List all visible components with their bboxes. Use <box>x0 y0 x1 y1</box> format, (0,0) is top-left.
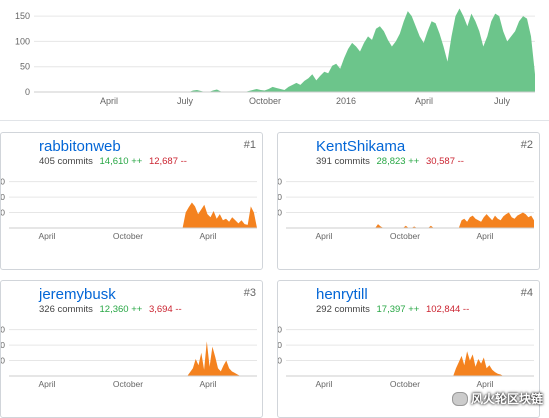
contribution-stats: 391 commits 28,823 ++ 30,587 -- <box>316 156 464 167</box>
x-tick-label: April <box>38 379 55 389</box>
y-tick-label: 40 <box>1 340 5 350</box>
y-tick-label: 60 <box>278 177 282 187</box>
y-tick-label: 60 <box>1 325 5 335</box>
x-tick-label: October <box>390 231 420 241</box>
commit-count[interactable]: 391 commits <box>316 156 370 167</box>
contributor-card: henrytill 292 commits 17,397 ++ 102,844 … <box>277 280 540 418</box>
commit-count[interactable]: 292 commits <box>316 304 370 315</box>
avatar[interactable] <box>6 139 34 167</box>
y-tick-label: 150 <box>15 11 30 21</box>
x-tick-label: July <box>177 96 194 106</box>
username-link[interactable]: KentShikama <box>316 138 406 155</box>
y-tick-label: 40 <box>278 340 282 350</box>
commits-over-time-chart: 0 50 100 150 April July October 2016 April July <box>0 0 549 121</box>
username-link[interactable]: jeremybusk <box>39 286 116 303</box>
commit-count[interactable]: 326 commits <box>39 304 93 315</box>
y-tick-label: 50 <box>20 62 30 72</box>
x-tick-label: April <box>199 231 216 241</box>
commits-chart-svg: 0 50 100 150 April July October 2016 April July <box>15 8 535 106</box>
rank-label: #1 <box>243 139 256 151</box>
contributor-chart-svg: 20 40 60 April October April <box>1 177 257 241</box>
rank-label: #2 <box>520 139 533 151</box>
rank-label: #3 <box>243 287 256 299</box>
contributor-chart-svg: 20 40 60 April October April <box>278 177 534 241</box>
contribution-stats: 326 commits 12,360 ++ 3,694 -- <box>39 304 182 315</box>
x-tick-label: April <box>315 231 332 241</box>
rank-label: #4 <box>520 287 533 299</box>
contributor-chart-svg: 20 40 60 April October April <box>278 325 534 389</box>
y-tick-label: 40 <box>278 192 282 202</box>
x-tick-label: July <box>494 96 511 106</box>
y-tick-label: 40 <box>1 192 5 202</box>
watermark: 风火轮区块链 <box>451 390 543 407</box>
contribution-stats: 405 commits 14,610 ++ 12,687 -- <box>39 156 187 167</box>
y-tick-label: 60 <box>278 325 282 335</box>
x-tick-label: April <box>100 96 118 106</box>
x-tick-label: October <box>113 231 143 241</box>
additions-count: 28,823 ++ <box>376 156 420 167</box>
contributor-card: KentShikama 391 commits 28,823 ++ 30,587… <box>277 132 540 270</box>
y-tick-label: 100 <box>15 36 30 46</box>
card-header: jeremybusk 326 commits 12,360 ++ 3,694 -… <box>1 281 262 319</box>
area-series <box>286 351 534 376</box>
x-tick-label: October <box>249 96 281 106</box>
x-tick-label: 2016 <box>336 96 356 106</box>
x-tick-label: April <box>38 231 55 241</box>
y-tick-label: 60 <box>1 177 5 187</box>
card-header: henrytill 292 commits 17,397 ++ 102,844 … <box>278 281 539 319</box>
area-series <box>9 341 257 376</box>
contributor-card: rabbitonweb 405 commits 14,610 ++ 12,687… <box>0 132 263 270</box>
x-tick-label: October <box>113 379 143 389</box>
y-tick-label: 20 <box>278 208 282 218</box>
x-tick-label: October <box>390 379 420 389</box>
deletions-count: 3,694 -- <box>148 304 182 315</box>
area-series <box>9 202 257 228</box>
contributor-chart-svg: 20 40 60 April October April <box>1 325 257 389</box>
x-tick-label: April <box>315 379 332 389</box>
contribution-stats: 292 commits 17,397 ++ 102,844 -- <box>316 304 469 315</box>
additions-count: 12,360 ++ <box>99 304 143 315</box>
y-tick-label: 20 <box>1 356 5 366</box>
deletions-count: 30,587 -- <box>425 156 464 167</box>
commit-count[interactable]: 405 commits <box>39 156 93 167</box>
card-header: rabbitonweb 405 commits 14,610 ++ 12,687… <box>1 133 262 171</box>
card-header: KentShikama 391 commits 28,823 ++ 30,587… <box>278 133 539 171</box>
watermark-text: 风火轮区块链 <box>470 392 543 406</box>
additions-count: 17,397 ++ <box>376 304 420 315</box>
additions-count: 14,610 ++ <box>99 156 143 167</box>
avatar[interactable] <box>283 139 311 167</box>
y-tick-label: 0 <box>25 87 30 97</box>
x-tick-label: April <box>415 96 433 106</box>
username-link[interactable]: henrytill <box>316 286 368 303</box>
contributor-card: jeremybusk 326 commits 12,360 ++ 3,694 -… <box>0 280 263 418</box>
x-tick-label: April <box>476 379 493 389</box>
x-tick-label: April <box>199 379 216 389</box>
username-link[interactable]: rabbitonweb <box>39 138 121 155</box>
avatar[interactable] <box>6 287 34 315</box>
x-tick-label: April <box>476 231 493 241</box>
y-tick-label: 20 <box>278 356 282 366</box>
avatar[interactable] <box>283 287 311 315</box>
area-series <box>286 212 534 228</box>
wechat-icon <box>451 391 468 406</box>
deletions-count: 12,687 -- <box>148 156 187 167</box>
deletions-count: 102,844 -- <box>425 304 470 315</box>
area-series <box>34 8 535 92</box>
y-tick-label: 20 <box>1 208 5 218</box>
